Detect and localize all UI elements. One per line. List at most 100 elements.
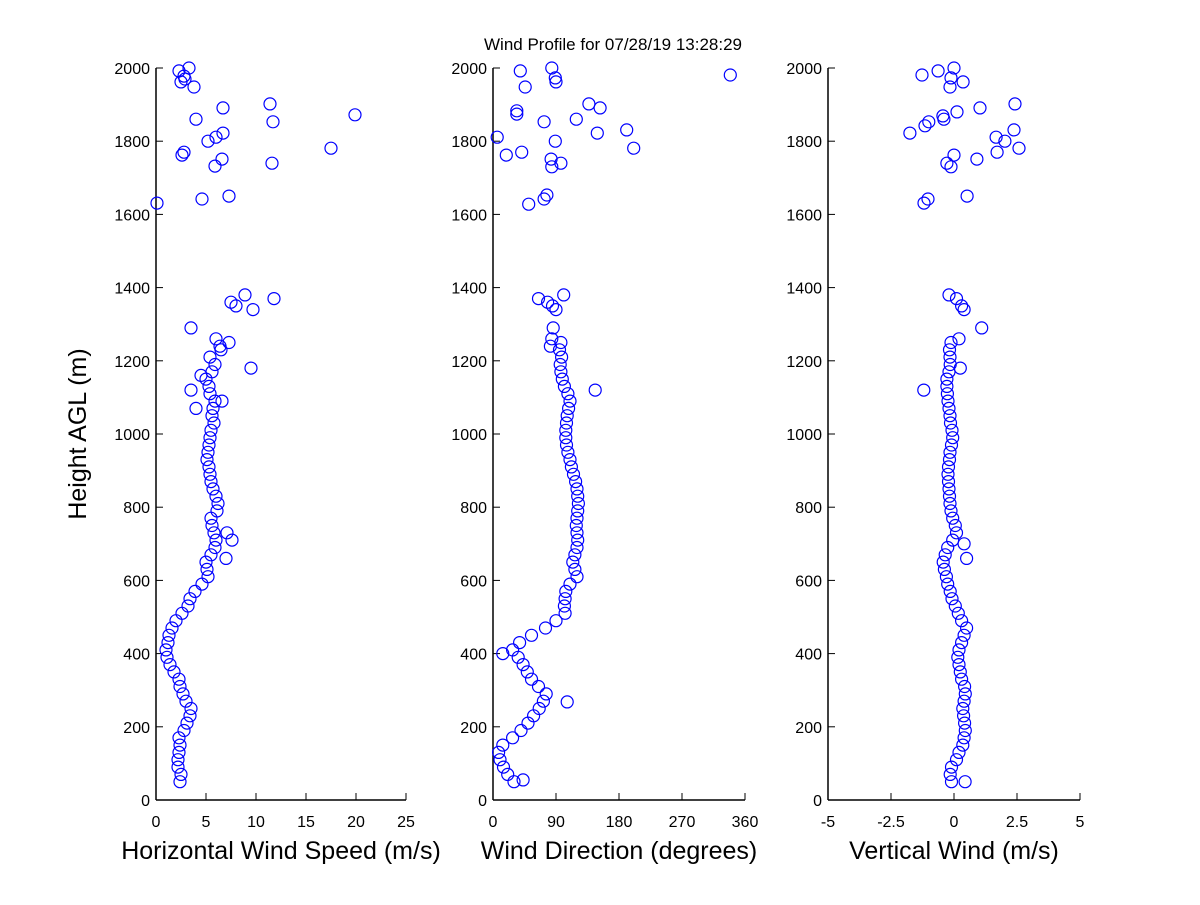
data-point bbox=[952, 643, 966, 657]
data-point bbox=[183, 709, 197, 723]
subplot-3: 0 200 400 600 800 1000 1200 1400 1600 1800 2000 -5 -… bbox=[786, 61, 1084, 865]
data-point bbox=[942, 453, 957, 467]
data-point bbox=[165, 621, 179, 635]
data-point bbox=[195, 192, 209, 206]
data-point bbox=[943, 445, 957, 459]
y-tick-label: 800 bbox=[795, 500, 822, 517]
x-tick-label: 2.5 bbox=[1006, 814, 1028, 831]
data-point bbox=[184, 321, 198, 335]
data-point bbox=[203, 431, 217, 445]
data-point bbox=[520, 665, 534, 679]
data-point bbox=[163, 657, 177, 672]
x-tick-label: 5 bbox=[202, 814, 211, 831]
data-point bbox=[215, 394, 229, 408]
data-point bbox=[954, 672, 969, 686]
y-tick-label: 1200 bbox=[114, 354, 150, 371]
data-point bbox=[723, 68, 737, 82]
data-point bbox=[160, 650, 174, 664]
x-tick-label: -2.5 bbox=[877, 814, 905, 831]
data-point bbox=[200, 453, 214, 467]
data-point bbox=[490, 130, 504, 144]
data-point bbox=[175, 148, 189, 162]
data-point bbox=[211, 496, 225, 511]
data-point bbox=[951, 650, 965, 664]
data-point bbox=[208, 357, 222, 372]
data-point bbox=[184, 701, 198, 716]
data-point bbox=[172, 731, 186, 745]
data-point bbox=[588, 383, 602, 397]
data-point bbox=[949, 526, 964, 540]
data-point bbox=[917, 383, 931, 397]
data-point bbox=[942, 489, 957, 503]
data-point bbox=[499, 148, 513, 162]
data-point bbox=[206, 482, 220, 496]
data-point bbox=[560, 695, 574, 709]
data-point bbox=[590, 126, 604, 140]
data-point bbox=[568, 475, 583, 489]
data-point bbox=[513, 64, 527, 78]
data-point bbox=[571, 489, 585, 503]
data-point bbox=[201, 570, 215, 584]
data-point bbox=[501, 767, 515, 782]
y-tick-label: 400 bbox=[460, 647, 487, 664]
data-point bbox=[973, 101, 987, 115]
x-tick-label: -5 bbox=[821, 814, 835, 831]
data-point bbox=[181, 599, 195, 613]
data-point bbox=[554, 365, 568, 379]
data-point bbox=[944, 335, 958, 350]
data-point bbox=[545, 299, 560, 313]
data-point bbox=[944, 775, 959, 789]
x-tick-label: 180 bbox=[606, 814, 633, 831]
y-tick-label: 1400 bbox=[114, 281, 150, 298]
data-point bbox=[496, 738, 510, 752]
data-point bbox=[990, 145, 1004, 159]
data-point bbox=[948, 599, 962, 613]
x-axis-label: Vertical Wind (m/s) bbox=[849, 837, 1059, 865]
data-point bbox=[202, 460, 216, 474]
data-point bbox=[505, 643, 520, 657]
data-point bbox=[943, 584, 957, 599]
data-point bbox=[522, 197, 536, 211]
data-point bbox=[918, 119, 932, 133]
data-point bbox=[222, 335, 236, 350]
y-tick-label: 1800 bbox=[114, 134, 150, 151]
data-point bbox=[173, 775, 187, 789]
data-point bbox=[951, 606, 965, 620]
data-point bbox=[946, 511, 960, 525]
data-point bbox=[201, 134, 215, 148]
data-point bbox=[989, 130, 1003, 144]
data-point bbox=[938, 548, 952, 562]
data-point bbox=[492, 745, 506, 760]
data-point bbox=[204, 548, 218, 562]
data-point bbox=[571, 496, 586, 511]
y-tick-label: 2000 bbox=[114, 61, 150, 78]
data-point bbox=[954, 635, 969, 650]
x-tick-label: 25 bbox=[397, 814, 415, 831]
data-point bbox=[516, 657, 530, 672]
data-point bbox=[188, 584, 202, 599]
data-point bbox=[558, 592, 572, 606]
data-point bbox=[944, 160, 958, 174]
data-point bbox=[998, 134, 1012, 148]
data-point bbox=[970, 152, 984, 166]
y-tick-label: 200 bbox=[123, 720, 150, 737]
data-point bbox=[917, 196, 931, 210]
data-point bbox=[267, 292, 281, 306]
data-point bbox=[563, 394, 577, 408]
data-point bbox=[220, 526, 234, 540]
data-point bbox=[940, 156, 954, 170]
data-point bbox=[953, 361, 967, 375]
data-point bbox=[199, 555, 213, 569]
data-point bbox=[183, 592, 197, 606]
data-point bbox=[514, 723, 528, 738]
data-point bbox=[516, 773, 530, 787]
x-tick-label: 20 bbox=[347, 814, 365, 831]
x-tick-label: 0 bbox=[152, 814, 161, 831]
y-tick-label: 0 bbox=[478, 793, 487, 810]
data-point bbox=[512, 635, 527, 650]
data-point bbox=[566, 467, 581, 481]
x-tick-label: 90 bbox=[547, 814, 565, 831]
y-tick-label: 1600 bbox=[114, 207, 150, 224]
data-point bbox=[496, 760, 511, 774]
